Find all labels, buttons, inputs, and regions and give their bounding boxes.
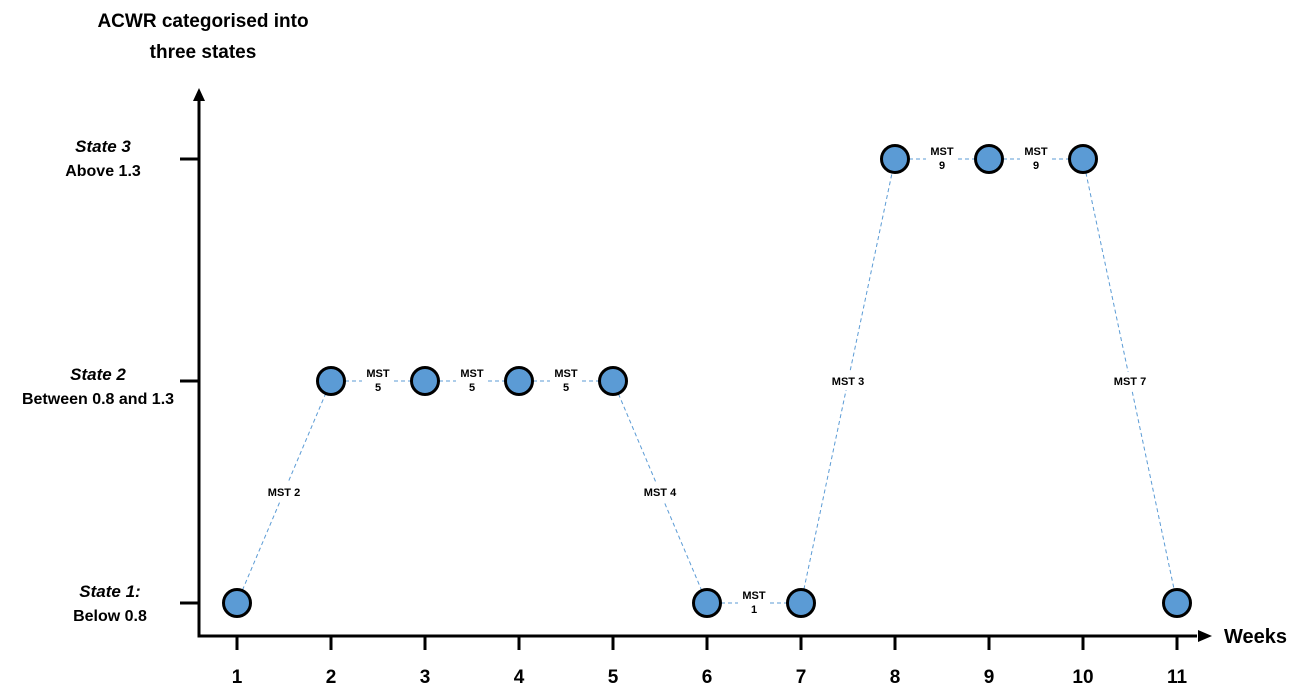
x-tick-label-2: 2	[326, 667, 337, 687]
x-tick-label-4: 4	[514, 667, 525, 687]
mst-label-text: MST 3	[832, 376, 864, 388]
y-state-labels: State 3 Above 1.3 State 2 Between 0.8 an…	[22, 137, 174, 625]
mst-label-bg	[362, 365, 394, 397]
mst-label-6-7: MST 1	[738, 587, 770, 619]
chart-title-line-1: ACWR categorised into	[97, 11, 308, 32]
mst-label-bg	[456, 365, 488, 397]
mst-label-text: 1	[751, 604, 757, 616]
mst-label-text: MST	[366, 368, 390, 380]
mst-label-text: MST 2	[268, 487, 300, 499]
mst-label-7-8: MST 3	[826, 372, 870, 390]
data-point-week-5	[598, 366, 628, 396]
mst-label-bg	[926, 143, 958, 175]
mst-label-bg	[1020, 143, 1052, 175]
data-point-week-4	[504, 366, 534, 396]
mst-label-text: MST	[554, 368, 578, 380]
axis-lines	[197, 97, 1197, 638]
mst-label-text: 9	[939, 160, 945, 172]
mst-label-bg	[262, 483, 306, 501]
mst-label-bg	[738, 587, 770, 619]
state-3-desc: Above 1.3	[65, 163, 141, 180]
x-tick-label-8: 8	[890, 667, 901, 687]
data-point-week-3	[410, 366, 440, 396]
state-2-desc: Between 0.8 and 1.3	[22, 391, 174, 408]
state-1-name: State 1:	[79, 582, 140, 601]
mst-label-bg	[1108, 372, 1152, 390]
mst-label-text: MST 4	[644, 487, 677, 499]
data-point-week-6	[692, 588, 722, 618]
x-tick-label-1: 1	[232, 667, 243, 687]
state-3-name: State 3	[75, 137, 131, 156]
mst-label-1-2: MST 2	[262, 483, 306, 501]
x-tick-label-9: 9	[984, 667, 995, 687]
data-point-week-10	[1068, 144, 1098, 174]
mst-label-text: MST	[1024, 146, 1048, 158]
mst-label-text: MST 7	[1114, 376, 1146, 388]
mst-label-text: 5	[469, 382, 475, 394]
mst-label-text: 9	[1033, 160, 1039, 172]
chart-title-line-2: three states	[150, 42, 257, 63]
data-point-week-2	[316, 366, 346, 396]
y-axis-ticks	[180, 157, 199, 605]
state-2-name: State 2	[70, 365, 126, 384]
mst-label-5-6: MST 4	[638, 483, 682, 501]
mst-label-text: 5	[563, 382, 569, 394]
data-point-week-9	[974, 144, 1004, 174]
x-tick-label-6: 6	[702, 667, 713, 687]
x-axis-arrowhead	[1198, 630, 1212, 642]
mst-label-text: MST	[742, 590, 766, 602]
data-point-week-8	[880, 144, 910, 174]
mst-label-3-4: MST 5	[456, 365, 488, 397]
data-points	[222, 144, 1192, 618]
x-tick-label-10: 10	[1072, 667, 1093, 687]
mst-label-text: MST	[460, 368, 484, 380]
mst-label-9-10: MST 9	[1020, 143, 1052, 175]
x-axis-ticks: 1 2 3 4 5 6 7 8 9 10 11	[232, 636, 1188, 687]
mst-label-2-3: MST 5	[362, 365, 394, 397]
mst-label-4-5: MST 5	[550, 365, 582, 397]
mst-label-text: 5	[375, 382, 381, 394]
y-axis-arrowhead	[193, 88, 205, 101]
mst-label-8-9: MST 9	[926, 143, 958, 175]
axes	[193, 88, 1212, 642]
data-point-week-7	[786, 588, 816, 618]
x-tick-label-3: 3	[420, 667, 431, 687]
mst-label-bg	[638, 483, 682, 501]
x-tick-label-11: 11	[1167, 667, 1188, 687]
mst-label-10-11: MST 7	[1108, 372, 1152, 390]
data-point-week-1	[222, 588, 252, 618]
mst-label-bg	[550, 365, 582, 397]
chart-title: ACWR categorised into three states	[97, 11, 308, 63]
x-axis-label: Weeks	[1224, 626, 1287, 648]
mst-label-bg	[826, 372, 870, 390]
x-tick-label-5: 5	[608, 667, 619, 687]
mst-label-text: MST	[930, 146, 954, 158]
state-1-desc: Below 0.8	[73, 608, 147, 625]
x-tick-label-7: 7	[796, 667, 807, 687]
data-point-week-11	[1162, 588, 1192, 618]
